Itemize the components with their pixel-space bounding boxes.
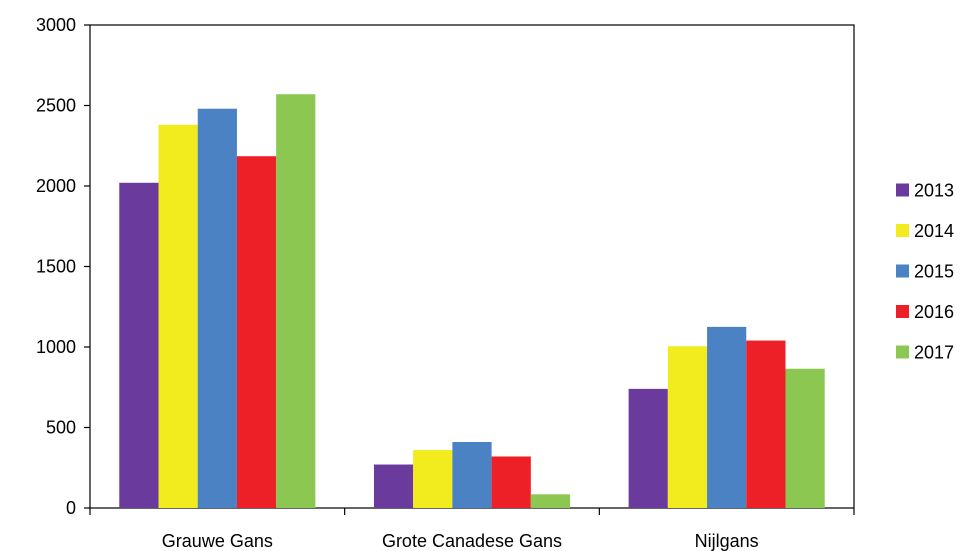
y-tick-label: 3000	[36, 15, 76, 35]
x-axis: Grauwe Gans Grote Canadese Gans Nijlgans	[89, 508, 855, 551]
bar-2014-1	[413, 450, 453, 508]
legend-swatch-2013	[896, 183, 909, 197]
x-tick-label: Grote Canadese Gans	[382, 531, 562, 551]
bar-2017-0	[276, 94, 316, 508]
bar-2016-0	[236, 156, 277, 508]
y-axis: 0 500 1000 1500 2000 2500 3000	[36, 15, 90, 518]
y-tick-label: 1000	[36, 337, 76, 357]
bar-2016-2	[746, 340, 786, 508]
bar-2014-0	[158, 124, 198, 508]
bar-2015-1	[452, 441, 492, 508]
bar-2014-2	[667, 346, 708, 508]
legend-label: 2017	[914, 343, 954, 363]
legend-swatch-2017	[896, 345, 909, 359]
legend-label: 2014	[914, 221, 954, 241]
x-tick-label: Grauwe Gans	[162, 531, 273, 551]
bar-2015-0	[197, 108, 237, 508]
bar-2013-1	[373, 464, 414, 508]
bar-2017-1	[530, 494, 571, 508]
legend-label: 2015	[914, 262, 954, 282]
legend: 2013 2014 2015 2016 2017	[896, 181, 954, 363]
bar-2015-2	[707, 326, 747, 508]
y-tick-label: 2500	[36, 96, 76, 116]
y-tick-label: 500	[46, 418, 76, 438]
bar-2013-0	[119, 182, 159, 508]
legend-label: 2013	[914, 181, 954, 201]
bar-2013-2	[628, 388, 668, 508]
legend-swatch-2016	[896, 305, 909, 318]
y-tick-label: 0	[66, 498, 76, 518]
y-tick-label: 2000	[36, 176, 76, 196]
bar-group	[119, 94, 825, 508]
legend-label: 2016	[914, 302, 954, 322]
legend-swatch-2014	[896, 224, 909, 237]
x-tick-label: Nijlgans	[695, 531, 759, 551]
bar-2016-1	[491, 456, 531, 508]
bar-2017-2	[785, 368, 825, 508]
y-tick-label: 1500	[36, 257, 76, 277]
legend-swatch-2015	[896, 264, 909, 278]
